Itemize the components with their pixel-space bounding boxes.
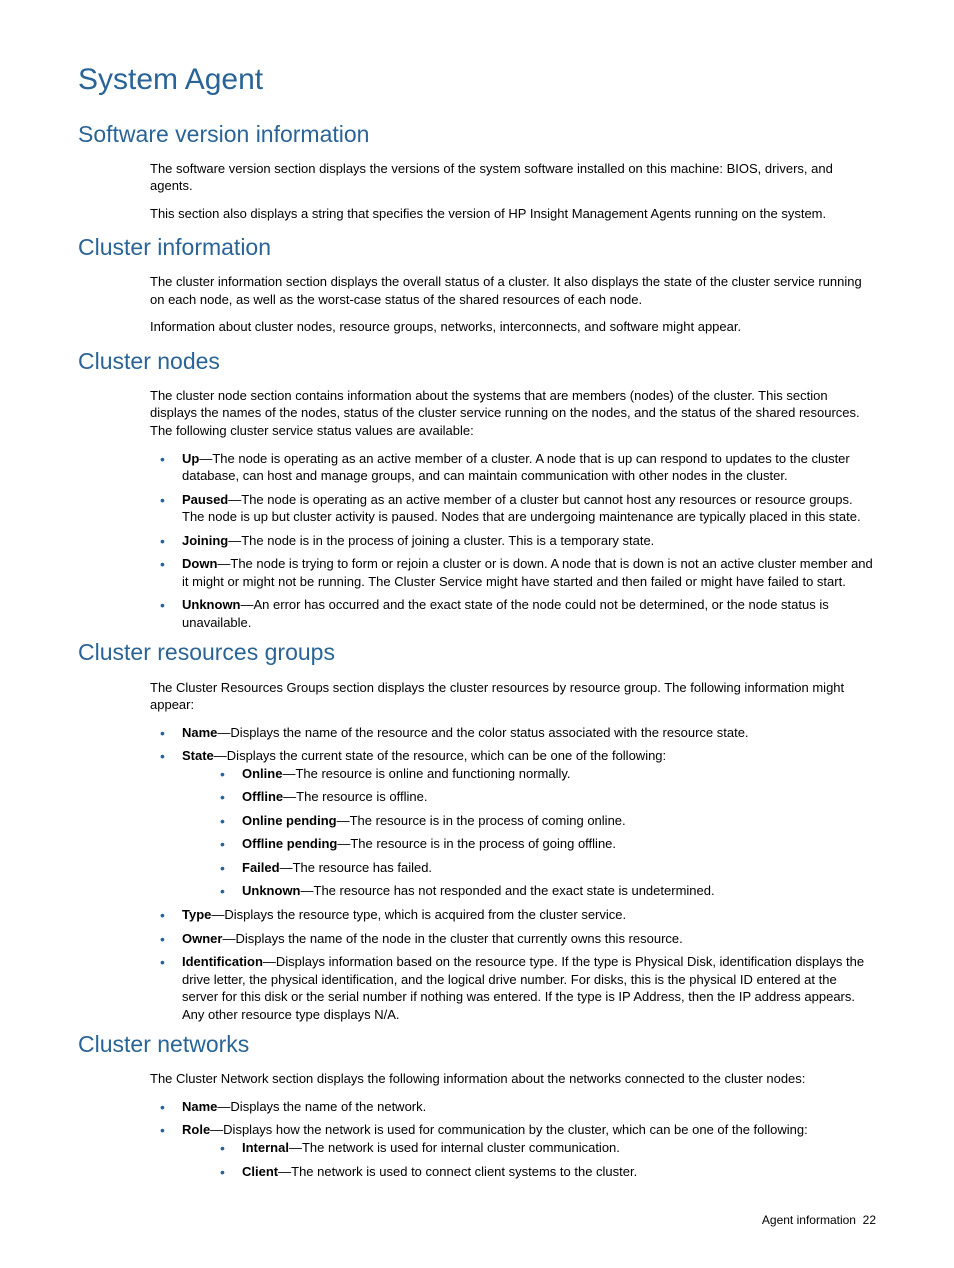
term: Joining bbox=[182, 533, 228, 548]
page-footer: Agent information 22 bbox=[78, 1212, 876, 1228]
paragraph: The cluster information section displays… bbox=[150, 273, 876, 308]
status-list: Up—The node is operating as an active me… bbox=[150, 450, 876, 632]
list-item: State—Displays the current state of the … bbox=[150, 747, 876, 900]
definition: —Displays how the network is used for co… bbox=[210, 1122, 808, 1137]
definition: —The node is in the process of joining a… bbox=[228, 533, 654, 548]
definition: —The resource has not responded and the … bbox=[301, 883, 715, 898]
list-item: Online—The resource is online and functi… bbox=[210, 765, 876, 783]
paragraph: The software version section displays th… bbox=[150, 160, 876, 195]
term: Offline bbox=[242, 789, 283, 804]
definition: —Displays information based on the resou… bbox=[182, 954, 864, 1022]
list-item: Up—The node is operating as an active me… bbox=[150, 450, 876, 485]
list-item: Down—The node is trying to form or rejoi… bbox=[150, 555, 876, 590]
definition: —The resource is online and functioning … bbox=[282, 766, 570, 781]
list-item: Internal—The network is used for interna… bbox=[210, 1139, 876, 1157]
term: Paused bbox=[182, 492, 228, 507]
definition: —Displays the name of the resource and t… bbox=[217, 725, 748, 740]
term: Name bbox=[182, 1099, 217, 1114]
term: Type bbox=[182, 907, 211, 922]
paragraph: This section also displays a string that… bbox=[150, 205, 876, 223]
list-item: Identification—Displays information base… bbox=[150, 953, 876, 1023]
list-item: Name—Displays the name of the network. bbox=[150, 1098, 876, 1116]
definition: —The network is used to connect client s… bbox=[278, 1164, 637, 1179]
role-sublist: Internal—The network is used for interna… bbox=[210, 1139, 876, 1180]
definition: —The node is trying to form or rejoin a … bbox=[182, 556, 873, 589]
list-item: Joining—The node is in the process of jo… bbox=[150, 532, 876, 550]
section-heading-software-version: Software version information bbox=[78, 119, 876, 150]
network-list: Name—Displays the name of the network. R… bbox=[150, 1098, 876, 1180]
term: Offline pending bbox=[242, 836, 337, 851]
page-number: 22 bbox=[863, 1213, 876, 1227]
list-item: Unknown—An error has occurred and the ex… bbox=[150, 596, 876, 631]
term: Failed bbox=[242, 860, 280, 875]
term: Unknown bbox=[242, 883, 301, 898]
paragraph: The Cluster Resources Groups section dis… bbox=[150, 679, 876, 714]
term: Unknown bbox=[182, 597, 241, 612]
list-item: Unknown—The resource has not responded a… bbox=[210, 882, 876, 900]
section-heading-cluster-resources-groups: Cluster resources groups bbox=[78, 637, 876, 668]
paragraph: Information about cluster nodes, resourc… bbox=[150, 318, 876, 336]
definition: —Displays the name of the network. bbox=[217, 1099, 426, 1114]
list-item: Client—The network is used to connect cl… bbox=[210, 1163, 876, 1181]
term: Client bbox=[242, 1164, 278, 1179]
definition: —The resource is in the process of going… bbox=[337, 836, 616, 851]
term: State bbox=[182, 748, 214, 763]
definition: —The node is operating as an active memb… bbox=[182, 492, 861, 525]
term: Online pending bbox=[242, 813, 337, 828]
term: Internal bbox=[242, 1140, 289, 1155]
definition: —Displays the name of the node in the cl… bbox=[222, 931, 682, 946]
paragraph: The cluster node section contains inform… bbox=[150, 387, 876, 440]
list-item: Online pending—The resource is in the pr… bbox=[210, 812, 876, 830]
list-item: Offline pending—The resource is in the p… bbox=[210, 835, 876, 853]
term: Identification bbox=[182, 954, 263, 969]
list-item: Owner—Displays the name of the node in t… bbox=[150, 930, 876, 948]
term: Role bbox=[182, 1122, 210, 1137]
state-sublist: Online—The resource is online and functi… bbox=[210, 765, 876, 900]
footer-label: Agent information bbox=[762, 1213, 856, 1227]
section-heading-cluster-networks: Cluster networks bbox=[78, 1029, 876, 1060]
definition: —An error has occurred and the exact sta… bbox=[182, 597, 829, 630]
list-item: Paused—The node is operating as an activ… bbox=[150, 491, 876, 526]
definition: —The resource has failed. bbox=[280, 860, 432, 875]
term: Up bbox=[182, 451, 199, 466]
definition: —The node is operating as an active memb… bbox=[182, 451, 850, 484]
section-heading-cluster-nodes: Cluster nodes bbox=[78, 346, 876, 377]
list-item: Role—Displays how the network is used fo… bbox=[150, 1121, 876, 1180]
resource-list: Name—Displays the name of the resource a… bbox=[150, 724, 876, 1024]
page-title: System Agent bbox=[78, 60, 876, 101]
term: Down bbox=[182, 556, 217, 571]
list-item: Offline—The resource is offline. bbox=[210, 788, 876, 806]
definition: —The resource is in the process of comin… bbox=[337, 813, 626, 828]
term: Name bbox=[182, 725, 217, 740]
term: Owner bbox=[182, 931, 222, 946]
definition: —The network is used for internal cluste… bbox=[289, 1140, 620, 1155]
list-item: Failed—The resource has failed. bbox=[210, 859, 876, 877]
term: Online bbox=[242, 766, 282, 781]
definition: —The resource is offline. bbox=[283, 789, 427, 804]
definition: —Displays the current state of the resou… bbox=[214, 748, 666, 763]
paragraph: The Cluster Network section displays the… bbox=[150, 1070, 876, 1088]
section-heading-cluster-information: Cluster information bbox=[78, 232, 876, 263]
list-item: Name—Displays the name of the resource a… bbox=[150, 724, 876, 742]
definition: —Displays the resource type, which is ac… bbox=[211, 907, 626, 922]
list-item: Type—Displays the resource type, which i… bbox=[150, 906, 876, 924]
